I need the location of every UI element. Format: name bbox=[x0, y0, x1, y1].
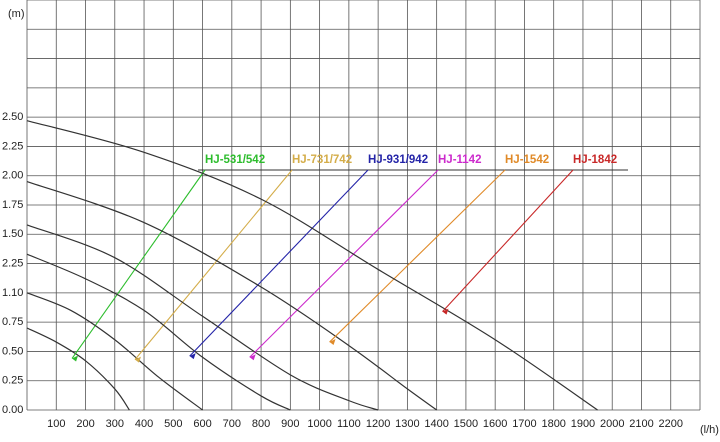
pump-curve bbox=[26, 253, 291, 411]
x-tick-label: 300 bbox=[106, 418, 124, 430]
x-axis-label: (l/h) bbox=[700, 424, 719, 436]
x-tick-label: 1900 bbox=[571, 418, 595, 430]
x-tick-label: 2200 bbox=[658, 418, 682, 430]
leader-arrow bbox=[329, 339, 336, 346]
leader-arrow bbox=[189, 353, 196, 360]
series-label: HJ-1142 bbox=[438, 154, 481, 166]
series-label: HJ-731/742 bbox=[292, 154, 352, 166]
x-tick-label: 600 bbox=[193, 418, 211, 430]
pump-curve bbox=[26, 120, 598, 411]
x-tick-label: 1700 bbox=[512, 418, 536, 430]
y-tick-label: 1.75 bbox=[2, 199, 23, 211]
y-tick-label: 0.25 bbox=[2, 375, 23, 387]
y-tick-label: 2.25 bbox=[2, 140, 23, 152]
leader-line bbox=[442, 169, 574, 312]
leader-arrow bbox=[72, 355, 79, 362]
x-tick-label: 1300 bbox=[395, 418, 419, 430]
y-axis-label: (m) bbox=[8, 8, 25, 20]
y-tick-label: 2.00 bbox=[2, 170, 23, 182]
y-tick-label: 0.75 bbox=[2, 316, 23, 328]
x-tick-label: 100 bbox=[47, 418, 65, 430]
pump-curve bbox=[26, 181, 438, 411]
x-tick-label: 200 bbox=[76, 418, 94, 430]
x-tick-label: 1400 bbox=[424, 418, 448, 430]
leader-arrow bbox=[442, 308, 449, 315]
x-tick-label: 800 bbox=[252, 418, 270, 430]
x-tick-label: 900 bbox=[281, 418, 299, 430]
leader-line bbox=[189, 169, 369, 357]
series-label: HJ-1842 bbox=[573, 154, 617, 166]
x-tick-label: 400 bbox=[135, 418, 153, 430]
pump-curve bbox=[26, 327, 130, 411]
series-label: HJ-531/542 bbox=[205, 154, 265, 166]
leader-line bbox=[71, 169, 206, 359]
x-tick-label: 1500 bbox=[454, 418, 478, 430]
x-tick-label: 1200 bbox=[366, 418, 390, 430]
leader-arrow bbox=[249, 354, 256, 361]
leader-line bbox=[329, 169, 506, 343]
y-tick-label: 0.50 bbox=[2, 345, 23, 357]
x-tick-label: 500 bbox=[164, 418, 182, 430]
pump-curve bbox=[26, 224, 379, 411]
x-tick-label: 1600 bbox=[483, 418, 507, 430]
x-tick-label: 1000 bbox=[307, 418, 331, 430]
x-tick-label: 2000 bbox=[600, 418, 624, 430]
series-label: HJ-931/942 bbox=[368, 154, 428, 166]
y-tick-label: 2.50 bbox=[2, 111, 23, 123]
y-tick-label: 1.50 bbox=[2, 228, 23, 240]
y-tick-label: 2.25 bbox=[2, 257, 23, 269]
x-tick-label: 1100 bbox=[337, 418, 361, 430]
series-label: HJ-1542 bbox=[505, 154, 549, 166]
y-tick-label: 0.00 bbox=[2, 404, 23, 416]
pump-curve bbox=[26, 292, 203, 411]
x-tick-label: 2100 bbox=[629, 418, 653, 430]
x-tick-label: 1800 bbox=[541, 418, 565, 430]
leader-arrow bbox=[134, 356, 141, 363]
x-tick-label: 700 bbox=[223, 418, 241, 430]
y-tick-label: 1.10 bbox=[2, 287, 23, 299]
leader-line bbox=[249, 169, 439, 358]
